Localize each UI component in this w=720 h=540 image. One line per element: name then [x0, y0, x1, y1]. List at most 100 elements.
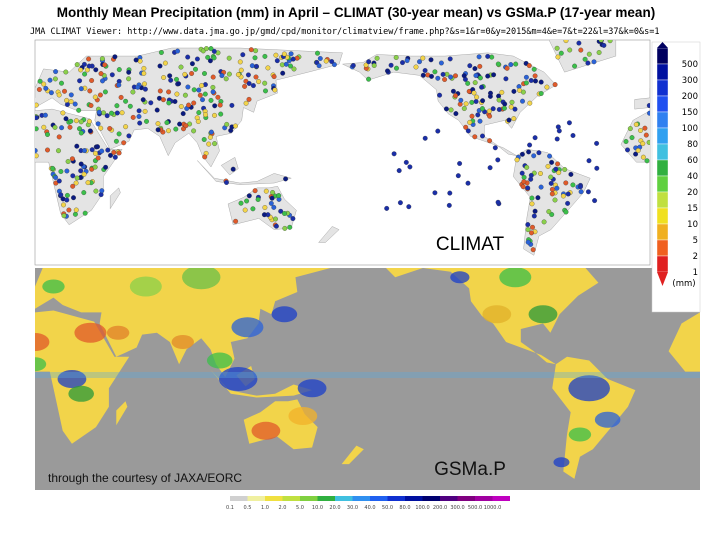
station-dot	[521, 174, 527, 180]
station-dot	[157, 88, 163, 94]
station-dot	[558, 50, 564, 56]
station-dot	[594, 165, 600, 171]
station-dot	[474, 94, 480, 100]
station-dot	[99, 56, 105, 62]
station-dot	[523, 80, 529, 86]
station-dot	[61, 202, 66, 208]
station-dot	[585, 189, 591, 195]
station-dot	[123, 98, 129, 104]
station-dot	[63, 69, 69, 75]
top-map	[35, 40, 650, 256]
station-dot	[638, 128, 643, 133]
station-dot	[527, 100, 533, 106]
station-dot	[210, 74, 216, 80]
station-dot	[475, 112, 481, 118]
station-dot	[644, 158, 650, 164]
colorbar-label: 15	[687, 204, 698, 214]
station-dot	[193, 66, 198, 72]
station-dot	[99, 188, 105, 194]
station-dot	[189, 71, 195, 76]
station-dot	[403, 159, 409, 165]
colorbar-swatch	[405, 496, 423, 501]
station-dot	[119, 110, 125, 116]
station-dot	[623, 139, 629, 144]
station-dot	[490, 106, 496, 112]
colorbar-label: 5.0	[296, 505, 304, 511]
station-dot	[391, 151, 397, 157]
station-dot	[202, 71, 207, 76]
station-dot	[647, 110, 650, 116]
station-dot	[208, 129, 214, 135]
station-dot	[212, 112, 217, 118]
station-dot	[463, 101, 469, 107]
precip-area	[251, 421, 281, 440]
station-dot	[374, 55, 380, 61]
station-dot	[196, 87, 202, 93]
station-dot	[261, 212, 267, 218]
station-dot	[508, 62, 514, 68]
station-dot	[270, 190, 276, 195]
colorbar-swatch	[352, 496, 370, 501]
precip-area	[288, 407, 318, 425]
station-dot	[56, 92, 62, 98]
station-dot	[489, 54, 495, 60]
station-dot	[61, 213, 67, 219]
station-dot	[487, 93, 493, 99]
station-dot	[43, 85, 49, 91]
colorbar-swatch	[230, 496, 248, 501]
station-dot	[66, 207, 72, 213]
station-dot	[485, 73, 491, 79]
station-dot	[548, 180, 554, 186]
station-dot	[472, 134, 478, 140]
station-dot	[42, 112, 48, 118]
station-dot	[524, 164, 530, 170]
station-dot	[528, 172, 534, 178]
station-dot	[455, 173, 461, 179]
station-dot	[175, 48, 181, 54]
station-dot	[566, 120, 572, 126]
station-dot	[420, 55, 426, 61]
station-dot	[86, 56, 92, 62]
station-dot	[552, 82, 558, 88]
station-dot	[56, 178, 62, 184]
station-dot	[155, 127, 161, 133]
station-dot	[544, 84, 550, 90]
station-dot	[526, 149, 532, 155]
station-dot	[211, 55, 217, 61]
station-dot	[226, 55, 232, 61]
station-dot	[562, 167, 568, 172]
colorbar-label: 0.5	[244, 505, 252, 511]
station-dot	[35, 115, 39, 121]
station-dot	[467, 63, 473, 69]
colorbar-swatch	[656, 79, 669, 97]
station-dot	[281, 51, 287, 57]
station-dot	[78, 67, 84, 73]
precip-area	[182, 268, 221, 290]
station-dot	[549, 159, 555, 165]
precip-area	[568, 427, 592, 442]
station-dot	[73, 207, 79, 213]
station-dot	[109, 110, 114, 116]
station-dot	[420, 72, 426, 78]
station-dot	[68, 118, 74, 124]
station-dot	[465, 180, 471, 186]
station-dot	[58, 192, 64, 198]
station-dot	[86, 118, 92, 124]
station-dot	[77, 126, 82, 132]
station-dot	[499, 89, 505, 95]
station-dot	[52, 76, 58, 82]
itcz-band	[35, 372, 700, 378]
station-dot	[68, 99, 74, 104]
station-dot	[250, 206, 256, 212]
station-dot	[64, 197, 70, 203]
station-dot	[560, 193, 566, 199]
station-dot	[126, 133, 132, 139]
station-dot	[502, 101, 508, 107]
station-dot	[554, 185, 560, 191]
station-dot	[472, 66, 478, 72]
station-dot	[136, 114, 142, 119]
station-dot	[41, 81, 47, 87]
station-dot	[271, 204, 277, 210]
station-dot	[476, 54, 482, 60]
station-dot	[511, 88, 517, 94]
